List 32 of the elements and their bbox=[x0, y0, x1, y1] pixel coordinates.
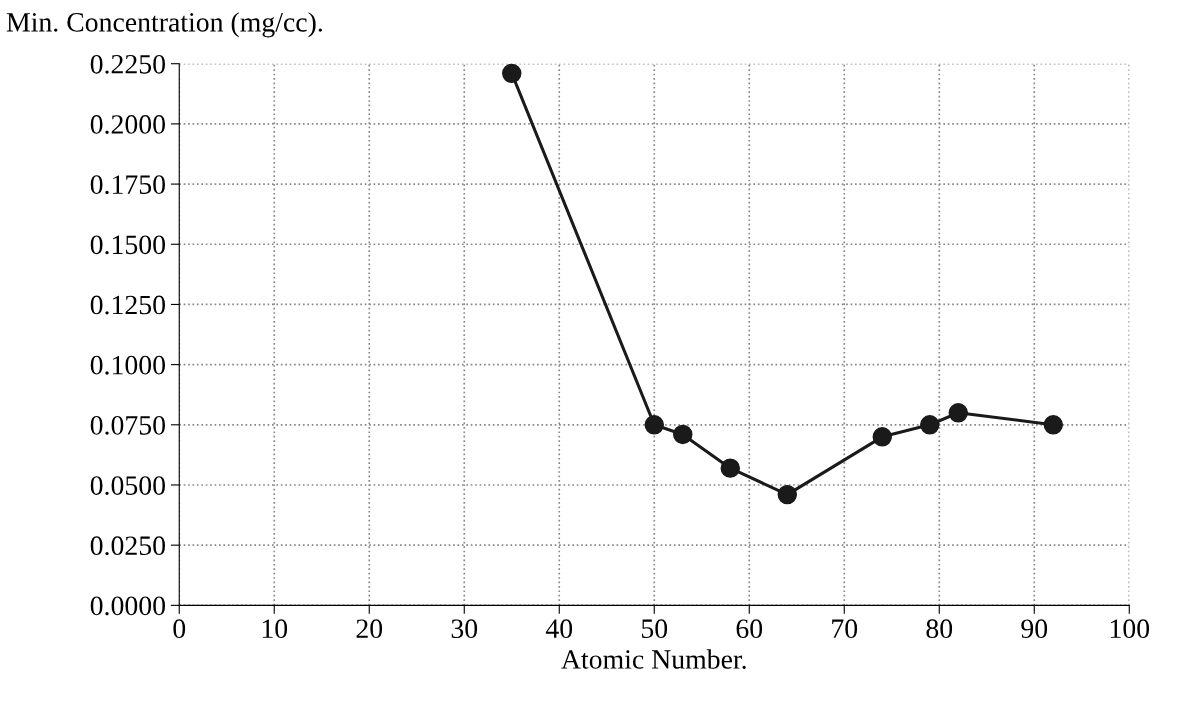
x-axis-title: Atomic Number. bbox=[561, 649, 746, 669]
x-tick-label: 0 bbox=[173, 619, 186, 639]
x-tick-label: 30 bbox=[451, 619, 478, 639]
point bbox=[872, 427, 892, 447]
point bbox=[948, 403, 968, 423]
y-tick-label: 0.1000 bbox=[90, 355, 165, 375]
y-tick-label: 0.0500 bbox=[90, 476, 165, 496]
x-tick-label: 100 bbox=[1110, 619, 1150, 639]
y-tick-label: 0.1750 bbox=[90, 175, 165, 195]
x-tick-label: 90 bbox=[1021, 619, 1048, 639]
y-tick-label: 0.0250 bbox=[90, 536, 165, 556]
point bbox=[920, 415, 940, 435]
x-tick-label: 10 bbox=[262, 619, 288, 639]
point bbox=[720, 458, 740, 478]
x-tick-label: 40 bbox=[545, 619, 573, 639]
point bbox=[644, 415, 664, 435]
y-tick-label: 0.0750 bbox=[90, 415, 165, 435]
x-tick-label: 20 bbox=[356, 619, 383, 639]
point bbox=[1043, 415, 1063, 435]
point bbox=[502, 63, 522, 84]
y-tick-label: 0.2250 bbox=[90, 54, 165, 74]
x-tick-label: 70 bbox=[832, 619, 858, 639]
y-tick-label: 0.1500 bbox=[90, 235, 165, 255]
point bbox=[777, 484, 797, 505]
x-tick-label: 80 bbox=[926, 619, 953, 639]
point bbox=[673, 424, 693, 445]
x-tick-label: 60 bbox=[736, 619, 763, 639]
x-tick-label: 50 bbox=[641, 619, 668, 639]
y-tick-label: 0.0000 bbox=[90, 596, 165, 616]
y-tick-label: 0.2000 bbox=[90, 115, 165, 134]
y-axis-title: Min. Concentration (mg/cc). bbox=[6, 12, 322, 38]
y-tick-label: 0.1250 bbox=[90, 295, 165, 315]
